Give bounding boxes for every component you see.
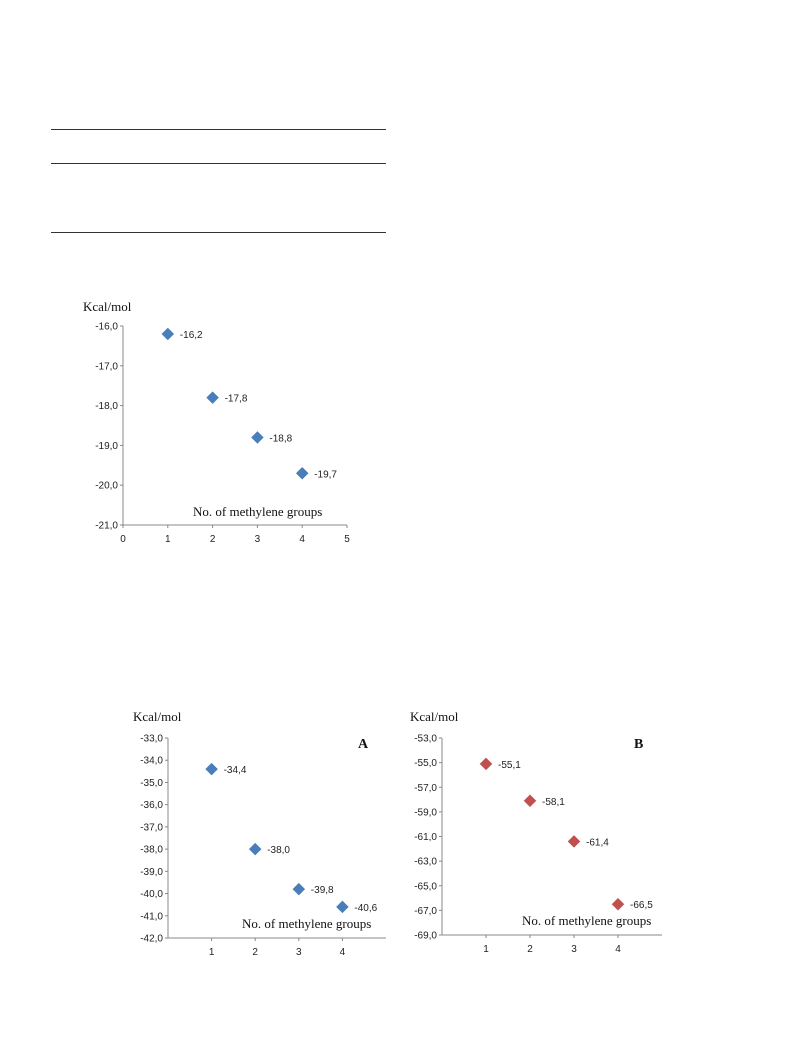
y-tick-label: -41,0 — [140, 911, 163, 922]
y-tick-label: -57,0 — [414, 783, 437, 794]
y-unit-label: Kcal/mol — [410, 709, 459, 724]
data-label: -61,4 — [586, 837, 609, 848]
y-tick-label: -18,0 — [95, 401, 118, 412]
data-point-marker — [295, 466, 309, 480]
y-tick-label: -59,0 — [414, 807, 437, 818]
y-tick-labels: -53,0 -55,0 -57,0 -59,0 -61,0 -63,0 -65,0 -67,0… — [414, 734, 442, 942]
x-tick-label: 4 — [340, 947, 346, 958]
data-point-marker — [206, 391, 219, 404]
y-tick-label: -69,0 — [414, 931, 437, 942]
x-tick-label: 2 — [527, 944, 533, 955]
chart-1: Kcal/mol -16,0-17,0-18,0-19,0-20,0-21,0 … — [83, 299, 350, 545]
y-tick-label: -67,0 — [414, 906, 437, 917]
x-tick-label: 1 — [209, 947, 215, 958]
x-tick-label: 3 — [571, 944, 577, 955]
y-tick-label: -35,0 — [140, 778, 163, 789]
x-tick-label: 1 — [483, 944, 489, 955]
y-tick-label: -40,0 — [140, 889, 163, 900]
x-tick-label: 4 — [299, 534, 305, 545]
chart-3-panel-b: Kcal/mol B -53,0 -55,0 -57,0 -59,0 -61,0 -63,… — [410, 709, 662, 955]
data-label: -18,8 — [269, 433, 292, 444]
x-tick-label: 3 — [296, 947, 302, 958]
x-axis-title: No. of methylene groups — [193, 504, 322, 519]
panel-label: A — [358, 737, 369, 752]
y-unit-label: Kcal/mol — [133, 709, 182, 724]
y-tick-label: -36,0 — [140, 800, 163, 811]
data-label: -66,5 — [630, 900, 653, 911]
y-tick-label: -53,0 — [414, 734, 437, 745]
chart-2-panel-a: Kcal/mol A -33,0 -34,0 -35,0 -36,0 -37,0 -38,… — [133, 709, 386, 958]
data-point-marker — [205, 762, 218, 776]
y-tick-labels: -33,0 -34,0 -35,0 -36,0 -37,0 -38,0 -39,0 -40,0… — [140, 734, 168, 945]
table-top-rule — [51, 129, 386, 130]
data-label: -38,0 — [267, 845, 290, 856]
data-label: -40,6 — [354, 903, 377, 914]
y-tick-label: -17,0 — [95, 361, 118, 372]
y-tick-label: -21,0 — [95, 521, 118, 532]
x-tick-labels: 1 2 3 4 — [483, 935, 621, 955]
x-tick-label: 2 — [252, 947, 258, 958]
x-axis-title: No. of methylene groups — [242, 916, 371, 931]
x-tick-label: 3 — [255, 534, 261, 545]
data-label: -39,8 — [311, 885, 334, 896]
x-tick-label: 0 — [120, 534, 126, 545]
data-point-marker — [161, 327, 175, 341]
y-tick-label: -42,0 — [140, 934, 163, 945]
y-tick-label: -61,0 — [414, 832, 437, 843]
panel-label: B — [634, 737, 643, 752]
x-tick-label: 4 — [615, 944, 621, 955]
y-tick-label: -16,0 — [95, 322, 118, 333]
data-point-marker — [567, 835, 581, 848]
y-tick-label: -19,0 — [95, 441, 118, 452]
data-point-marker — [292, 882, 306, 896]
data-point-marker — [611, 897, 625, 911]
y-tick-label: -34,0 — [140, 756, 163, 767]
y-unit-label: Kcal/mol — [83, 299, 132, 314]
data-label: -16,2 — [180, 330, 203, 341]
y-tick-label: -20,0 — [95, 481, 118, 492]
table-header-rule — [51, 163, 386, 164]
data-label: -34,4 — [224, 765, 247, 776]
x-tick-label: 5 — [344, 534, 350, 545]
data-point-marker — [248, 842, 262, 856]
x-tick-label: 1 — [165, 534, 171, 545]
data-point-marker — [251, 431, 264, 444]
x-axis-title: No. of methylene groups — [522, 913, 651, 928]
data-point-marker — [523, 794, 537, 808]
data-label: -19,7 — [314, 469, 337, 480]
data-points: -55,1 -58,1 -61,4 -66,5 — [479, 757, 653, 911]
y-tick-label: -63,0 — [414, 857, 437, 868]
data-label: -55,1 — [498, 760, 521, 771]
x-tick-labels: 0 1 2 3 4 5 — [120, 525, 350, 545]
data-points: -16,2 -17,8 -18,8 -19,7 — [161, 327, 337, 480]
data-points: -34,4 -38,0 -39,8 -40,6 — [205, 762, 378, 914]
data-point-marker — [479, 757, 493, 771]
data-label: -17,8 — [225, 394, 248, 405]
y-tick-label: -38,0 — [140, 845, 163, 856]
y-tick-label: -33,0 — [140, 734, 163, 745]
data-point-marker — [336, 900, 349, 914]
y-tick-label: -65,0 — [414, 881, 437, 892]
data-label: -58,1 — [542, 797, 565, 808]
y-tick-labels: -16,0 -17,0 -18,0 -19,0 -20,0 -21,0 — [95, 322, 123, 532]
y-tick-label: -37,0 — [140, 822, 163, 833]
x-tick-labels: 1 2 3 4 — [209, 938, 346, 958]
x-tick-label: 2 — [210, 534, 216, 545]
y-tick-label: -39,0 — [140, 867, 163, 878]
table-bottom-rule — [51, 232, 386, 233]
y-tick-label: -55,0 — [414, 758, 437, 769]
